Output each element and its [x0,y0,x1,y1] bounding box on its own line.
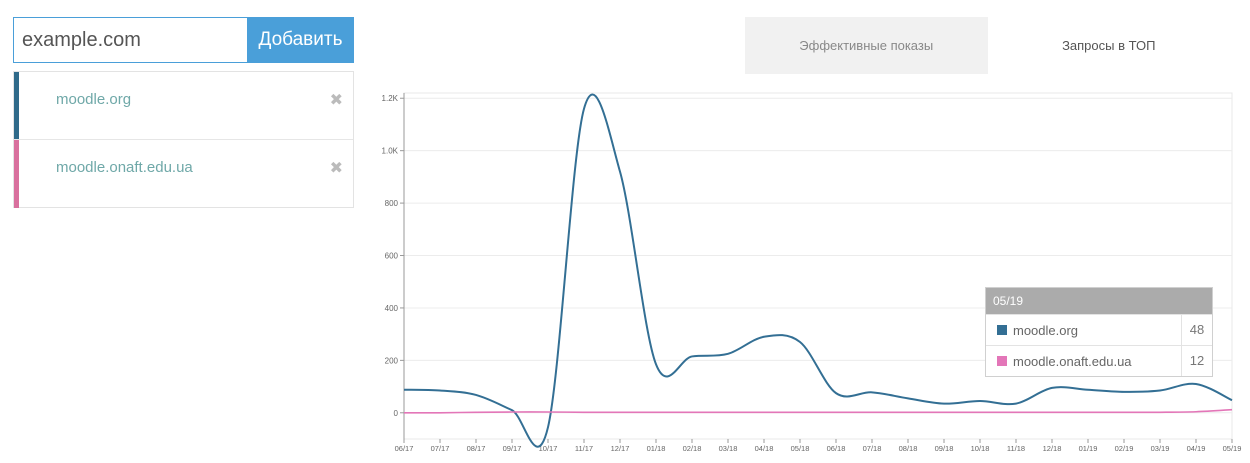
y-tick-label: 200 [385,356,399,365]
metric-tabs: Эффективные показы Запросы в ТОП [745,17,1230,74]
x-tick-label: 11/17 [575,444,593,453]
tooltip-series-name: moodle.onaft.edu.ua [1013,353,1132,369]
tab-effective-impressions[interactable]: Эффективные показы [745,17,988,74]
x-tick-label: 03/19 [1151,444,1170,453]
x-tick-label: 08/17 [467,444,486,453]
x-tick-label: 12/17 [611,444,630,453]
x-tick-label: 01/19 [1079,444,1098,453]
x-tick-label: 01/18 [647,444,666,453]
add-button[interactable]: Добавить [247,17,354,63]
x-tick-label: 06/17 [395,444,414,453]
x-tick-label: 02/18 [683,444,702,453]
x-tick-label: 07/17 [431,444,450,453]
site-color-bar [14,72,19,139]
site-item-moodle-onaft[interactable]: moodle.onaft.edu.ua ✖ [14,140,353,208]
x-tick-label: 04/18 [755,444,774,453]
x-tick-label: 08/18 [899,444,918,453]
x-tick-label: 07/18 [863,444,882,453]
x-tick-label: 12/18 [1043,444,1062,453]
x-tick-label: 10/18 [971,444,990,453]
tab-top-queries[interactable]: Запросы в ТОП [987,17,1230,74]
y-tick-label: 400 [385,304,399,313]
x-tick-label: 02/19 [1115,444,1134,453]
legend-swatch [997,325,1007,335]
remove-icon[interactable]: ✖ [329,92,343,109]
tooltip-title: 05/19 [986,288,1212,314]
add-site-form: Добавить [13,17,354,63]
x-tick-label: 10/17 [539,444,558,453]
site-color-bar [14,140,19,208]
x-tick-label: 05/19 [1223,444,1242,453]
series-line-moodle-org [403,93,1233,448]
site-list: moodle.org ✖ moodle.onaft.edu.ua ✖ [13,71,354,208]
plot-frame [403,92,1233,440]
tooltip-row: moodle.org 48 [986,314,1212,345]
x-tick-label: 04/19 [1187,444,1206,453]
y-tick-label: 1.0K [382,147,399,156]
y-tick-label: 600 [385,252,399,261]
remove-icon[interactable]: ✖ [329,160,343,177]
tooltip-row: moodle.onaft.edu.ua 12 [986,345,1212,376]
tooltip-series-value: 48 [1181,315,1212,345]
tooltip-series-name: moodle.org [1013,322,1079,338]
legend-swatch [997,356,1007,366]
x-tick-label: 05/18 [791,444,810,453]
x-tick-label: 11/18 [1007,444,1025,453]
series-line-moodle-onaft [403,408,1233,414]
site-name: moodle.org [56,91,132,108]
site-name: moodle.onaft.edu.ua [56,159,193,176]
x-tick-label: 03/18 [719,444,738,453]
y-tick-label: 1.2K [382,94,399,103]
tooltip-series-value: 12 [1181,346,1212,376]
y-tick-label: 0 [394,409,399,418]
x-tick-label: 09/17 [503,444,522,453]
x-tick-label: 09/18 [935,444,954,453]
site-item-moodle-org[interactable]: moodle.org ✖ [14,72,353,140]
x-tick-label: 06/18 [827,444,846,453]
y-tick-label: 800 [385,199,399,208]
chart-tooltip: 05/19 moodle.org 48 moodle.onaft.edu.ua … [985,287,1213,377]
domain-input[interactable] [13,17,247,63]
